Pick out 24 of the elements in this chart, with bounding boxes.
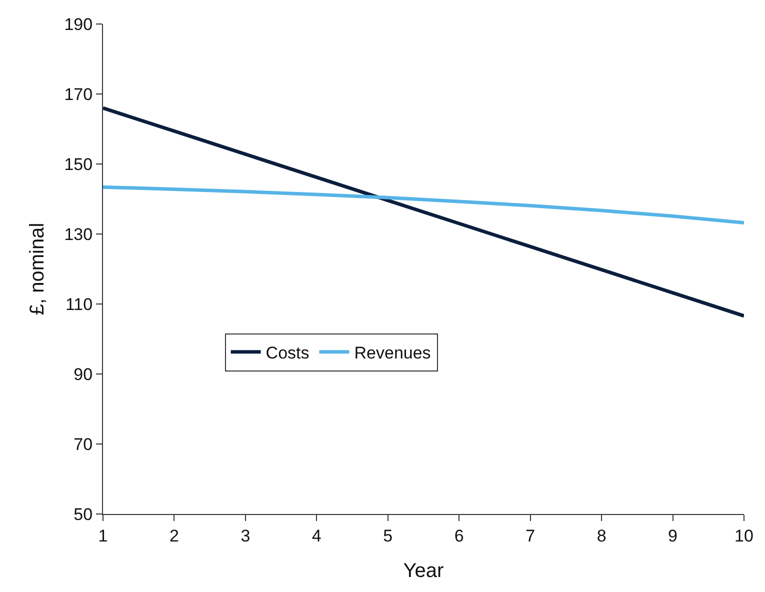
x-tick-label: 9 <box>668 526 678 546</box>
x-tick-label: 5 <box>383 526 393 546</box>
x-axis-title: Year <box>403 560 444 582</box>
x-tick-label: 3 <box>240 526 250 546</box>
x-tick-label: 1 <box>98 526 108 546</box>
line-series <box>103 185 744 225</box>
y-tick-label: 90 <box>74 364 93 384</box>
y-tick-label: 70 <box>74 434 93 454</box>
x-tick-label: 2 <box>169 526 179 546</box>
x-tick-label: 8 <box>596 526 606 546</box>
y-tick-label: 130 <box>64 224 93 244</box>
y-tick-label: 190 <box>64 14 93 34</box>
y-tick-label: 50 <box>74 504 93 524</box>
y-tick-label: 110 <box>65 294 93 314</box>
x-tick-label: 7 <box>526 526 536 546</box>
x-tick-label: 6 <box>454 526 464 546</box>
x-tick-label: 4 <box>312 526 322 546</box>
y-tick-label: 170 <box>64 84 93 104</box>
legend-label: Costs <box>266 343 310 362</box>
x-tick-label: 10 <box>734 526 754 546</box>
legend-label: Revenues <box>354 343 431 362</box>
line-series <box>103 106 744 318</box>
y-tick-label: 150 <box>64 154 93 174</box>
y-axis-title: £, nominal <box>26 222 49 316</box>
